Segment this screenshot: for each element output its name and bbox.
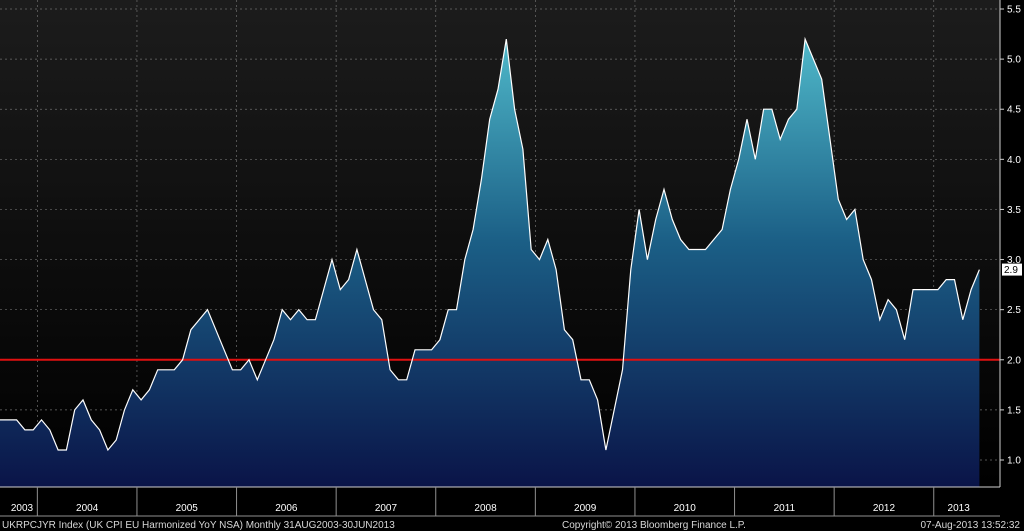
x-tick-label: 2006 [275, 503, 298, 514]
footer-copyright: Copyright© 2013 Bloomberg Finance L.P. [562, 520, 746, 531]
series-area [0, 39, 980, 487]
footer-timestamp: 07-Aug-2013 13:52:32 [920, 520, 1020, 531]
x-tick-label: 2012 [873, 503, 896, 514]
x-tick-label: 2005 [176, 503, 199, 514]
y-tick-label: 5.0 [1007, 55, 1021, 66]
y-tick-label: 2.0 [1007, 355, 1021, 366]
series-line [0, 36, 980, 452]
x-axis-ticks: 2003 2004 2005 2006 2007 2008 2009 2010 2011 2012… [11, 487, 970, 516]
x-tick-label: 2003 [11, 503, 34, 514]
x-axis-background [0, 487, 1000, 517]
x-tick-label: 2004 [76, 503, 99, 514]
x-tick-label: 2013 [948, 503, 971, 514]
y-tick-label: 4.0 [1007, 155, 1021, 166]
x-tick-label: 2009 [574, 503, 597, 514]
last-value-label: 2.9 [1004, 265, 1018, 276]
y-tick-label: 2.5 [1007, 305, 1021, 316]
x-tick-label: 2008 [474, 503, 497, 514]
y-tick-label: 1.5 [1007, 405, 1021, 416]
x-tick-label: 2007 [375, 503, 398, 514]
last-value-badge: 2.9 [1002, 263, 1022, 276]
y-tick-label: 1.0 [1007, 456, 1021, 467]
y-tick-label: 4.5 [1007, 105, 1021, 116]
last-value-badge-box [1002, 263, 1022, 276]
footer-series-description: UKRPCJYR Index (UK CPI EU Harmonized YoY… [2, 520, 395, 531]
x-tick-label: 2011 [774, 503, 796, 514]
y-tick-label: 5.5 [1007, 5, 1021, 16]
y-axis-ticks: 1.0 1.5 2.0 2.5 3.0 3.5 4.0 4.5 5.0 5.5 [1000, 5, 1021, 467]
y-tick-label: 3.0 [1007, 255, 1021, 266]
y-tick-label: 3.5 [1007, 205, 1021, 216]
axis-background [1000, 0, 1024, 517]
x-tick-label: 2010 [674, 503, 697, 514]
